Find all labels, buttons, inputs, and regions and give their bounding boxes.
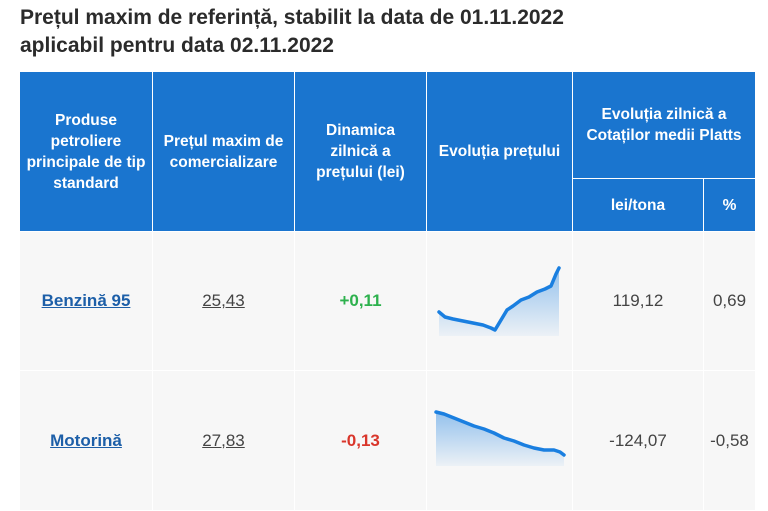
platts-pct-value: -0,58 — [710, 430, 749, 450]
price-link-motorina[interactable]: 27,83 — [202, 430, 245, 450]
header-platts-lei: lei/tona — [572, 178, 704, 232]
dynamics-value: +0,11 — [339, 291, 382, 310]
platts-lei-value: -124,07 — [609, 430, 667, 450]
dynamics-value: -0,13 — [341, 430, 380, 450]
header-platts-pct: % — [702, 178, 757, 232]
platts-pct-value: 0,69 — [712, 291, 747, 310]
header-price-evolution: Evoluția prețului — [426, 71, 573, 232]
product-link-benzina[interactable]: Benzină 95 — [41, 291, 131, 310]
price-link-benzina[interactable]: 25,43 — [202, 291, 245, 310]
header-platts: Evoluția zilnică a Cotaților medii Platt… — [571, 71, 757, 179]
header-max-price: Prețul maxim de comercializare — [152, 71, 295, 232]
table-row: Motorină 27,83 -0,13 -124,07 -0,58 — [19, 370, 757, 511]
header-daily-dynamics: Dinamica zilnică a prețului (lei) — [294, 71, 427, 232]
product-link-motorina[interactable]: Motorină — [50, 430, 122, 450]
title-line-1: Prețul maxim de referință, stabilit la d… — [20, 6, 564, 29]
fuel-price-table: Produse petroliere principale de tip sta… — [19, 71, 757, 511]
sparkline-down-chart — [433, 409, 566, 466]
platts-lei-value: 119,12 — [612, 291, 664, 310]
page-title: Prețul maxim de referință, stabilit la d… — [20, 4, 760, 60]
title-line-2: aplicabil pentru data 02.11.2022 — [20, 34, 334, 57]
header-product: Produse petroliere principale de tip sta… — [19, 71, 153, 232]
table-row: Benzină 95 25,43 +0,11 119,12 0,69 — [19, 231, 757, 371]
sparkline-up-chart — [436, 266, 561, 336]
